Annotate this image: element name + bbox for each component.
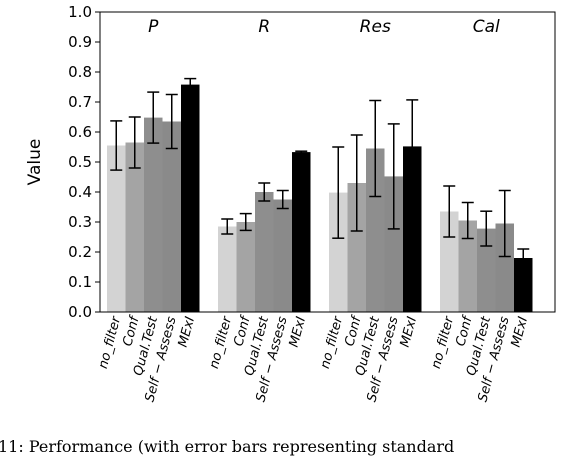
y-tick-label: 1.0 <box>68 3 92 21</box>
plot-frame <box>99 11 556 313</box>
bar <box>384 176 403 312</box>
y-tick-label: 0.0 <box>68 303 92 321</box>
bar <box>347 183 366 312</box>
y-tick-label: 0.1 <box>68 273 92 291</box>
bar <box>107 145 126 312</box>
bar <box>162 121 181 312</box>
y-axis-label: Value <box>25 139 45 186</box>
y-tick-label: 0.2 <box>68 243 92 261</box>
y-tick-label: 0.4 <box>68 183 92 201</box>
bar <box>181 84 200 312</box>
bar <box>458 220 477 312</box>
y-tick-label: 0.9 <box>68 33 92 51</box>
y-tick-label: 0.7 <box>68 93 92 111</box>
y-tick-label: 0.3 <box>68 213 92 231</box>
bar <box>514 258 533 312</box>
error-bar <box>406 99 419 194</box>
bar <box>366 148 385 312</box>
error-bar <box>184 77 197 92</box>
error-bar <box>258 182 271 202</box>
error-bar <box>517 248 530 268</box>
bar <box>236 222 255 312</box>
bar <box>144 117 163 312</box>
error-bar <box>128 116 141 169</box>
error-bar <box>480 210 493 247</box>
error-bar <box>165 93 178 150</box>
error-bar <box>276 189 289 210</box>
bar <box>477 228 496 312</box>
group-label: P <box>148 17 159 37</box>
y-tick-label: 0.6 <box>68 123 92 141</box>
error-bar <box>147 91 160 144</box>
error-bar <box>332 146 345 239</box>
bar <box>273 199 292 312</box>
bar <box>218 226 237 312</box>
error-bar <box>387 123 400 230</box>
bar <box>495 223 514 312</box>
group-label: Res <box>360 17 391 37</box>
error-bar <box>498 189 511 258</box>
error-bar <box>110 120 123 171</box>
error-bar <box>443 185 456 238</box>
bar <box>403 146 422 312</box>
error-bar <box>239 212 252 232</box>
bar <box>292 152 311 312</box>
caption: 11: Performance (with error bars represe… <box>0 437 454 456</box>
group-label: Cal <box>473 17 500 37</box>
bar <box>255 192 274 312</box>
bar <box>329 192 348 312</box>
error-bar <box>221 218 234 235</box>
y-tick-label: 0.5 <box>68 153 92 171</box>
error-bar <box>350 134 363 232</box>
bar <box>125 142 144 312</box>
error-bar <box>461 201 474 240</box>
y-tick-label: 0.8 <box>68 63 92 81</box>
group-label: R <box>258 17 270 37</box>
error-bar <box>295 150 308 154</box>
error-bar <box>369 99 382 198</box>
